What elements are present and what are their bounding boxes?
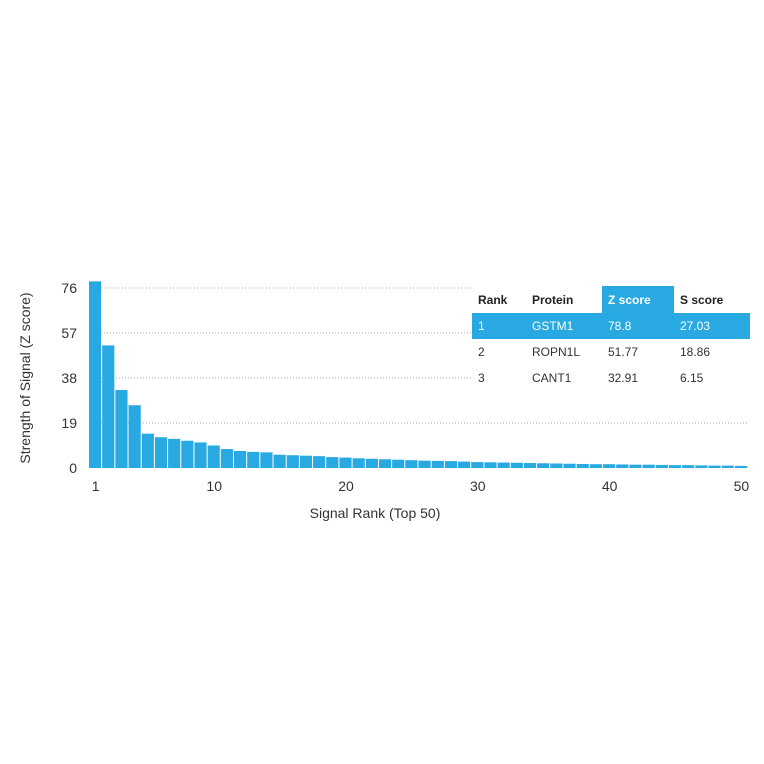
bar-rank-1 — [89, 281, 102, 468]
bars — [89, 281, 747, 468]
cell-z-score: 78.8 — [602, 313, 674, 339]
bar-rank-27 — [431, 460, 444, 468]
cell-s-score: 27.03 — [674, 313, 750, 339]
bar-rank-49 — [721, 465, 734, 468]
bar-rank-33 — [510, 462, 523, 468]
bar-rank-2 — [102, 345, 115, 468]
header-protein: Protein — [532, 292, 574, 307]
bar-rank-34 — [523, 463, 537, 468]
bar-rank-6 — [154, 437, 168, 468]
bar-rank-11 — [220, 449, 233, 468]
header-s-score: S score — [680, 292, 724, 307]
bar-rank-19 — [326, 457, 339, 468]
x-tick-label: 20 — [338, 478, 354, 494]
bar-rank-45 — [668, 465, 682, 468]
x-axis-label: Signal Rank (Top 50) — [310, 505, 441, 521]
bar-rank-28 — [444, 461, 458, 468]
bar-rank-22 — [365, 458, 378, 468]
y-tick-labels: 0 19 38 57 76 — [61, 280, 77, 476]
cell-z-score: 51.77 — [608, 345, 639, 359]
y-axis-label: Strength of Signal (Z score) — [17, 292, 33, 463]
bar-rank-18 — [313, 456, 326, 468]
bar-rank-24 — [392, 459, 405, 468]
cell-s-score: 6.15 — [680, 371, 704, 385]
cell-protein: CANT1 — [532, 371, 572, 385]
y-tick-label: 19 — [61, 415, 77, 431]
bar-rank-8 — [181, 440, 194, 468]
y-tick-label: 0 — [69, 460, 77, 476]
cell-rank: 2 — [478, 345, 485, 359]
y-tick-label: 38 — [61, 370, 77, 386]
bar-rank-39 — [589, 464, 603, 468]
x-tick-label: 10 — [206, 478, 222, 494]
bar-rank-4 — [128, 405, 141, 468]
bar-rank-23 — [378, 459, 392, 468]
bar-rank-37 — [563, 463, 576, 468]
bar-rank-16 — [286, 455, 299, 468]
table-header-row: Rank Protein Z score S score — [472, 286, 750, 313]
bar-rank-9 — [194, 442, 207, 468]
bar-rank-41 — [616, 464, 629, 468]
bar-rank-32 — [497, 462, 510, 468]
bar-rank-10 — [207, 445, 220, 468]
table-row: 2 ROPN1L 51.77 18.86 — [472, 339, 750, 365]
bar-rank-20 — [339, 457, 352, 468]
bar-rank-17 — [299, 455, 313, 468]
bar-rank-38 — [576, 463, 589, 468]
bar-rank-36 — [550, 463, 563, 468]
bar-rank-21 — [352, 458, 365, 468]
bar-rank-12 — [233, 450, 247, 468]
bar-rank-5 — [141, 433, 154, 468]
cell-s-score: 18.86 — [680, 345, 711, 359]
bar-rank-25 — [405, 460, 418, 468]
bar-rank-15 — [273, 454, 286, 468]
cell-protein: GSTM1 — [526, 313, 602, 339]
table-row: 3 CANT1 32.91 6.15 — [472, 365, 750, 391]
cell-rank: 1 — [472, 313, 526, 339]
score-table: Rank Protein Z score S score 1 GSTM1 78.… — [472, 286, 750, 391]
bar-rank-26 — [418, 460, 431, 468]
bar-rank-47 — [695, 465, 708, 468]
x-tick-label: 50 — [734, 478, 750, 494]
bar-rank-29 — [458, 461, 471, 468]
bar-rank-3 — [115, 390, 128, 468]
x-tick-labels: 1 10 20 30 40 50 — [92, 478, 750, 494]
table-row: 1 GSTM1 78.8 27.03 — [472, 313, 750, 339]
header-rank: Rank — [478, 292, 508, 307]
bar-rank-30 — [471, 462, 484, 468]
y-tick-label: 76 — [61, 280, 77, 296]
bar-rank-42 — [629, 464, 642, 468]
x-tick-label: 1 — [92, 478, 100, 494]
bar-rank-48 — [708, 465, 721, 468]
bar-rank-35 — [537, 463, 550, 468]
bar-rank-31 — [484, 462, 497, 468]
cell-protein: ROPN1L — [532, 345, 581, 359]
x-tick-label: 30 — [470, 478, 486, 494]
cell-z-score: 32.91 — [608, 371, 639, 385]
y-tick-label: 57 — [61, 325, 77, 341]
bar-rank-50 — [734, 465, 747, 468]
bar-rank-14 — [260, 452, 273, 468]
bar-rank-43 — [642, 464, 655, 468]
x-tick-label: 40 — [602, 478, 618, 494]
bar-rank-13 — [247, 451, 260, 468]
bar-rank-46 — [682, 465, 695, 468]
bar-rank-44 — [655, 464, 668, 468]
cell-rank: 3 — [478, 371, 485, 385]
bar-rank-40 — [603, 464, 616, 468]
header-z-score: Z score — [602, 286, 674, 313]
bar-rank-7 — [168, 438, 181, 468]
